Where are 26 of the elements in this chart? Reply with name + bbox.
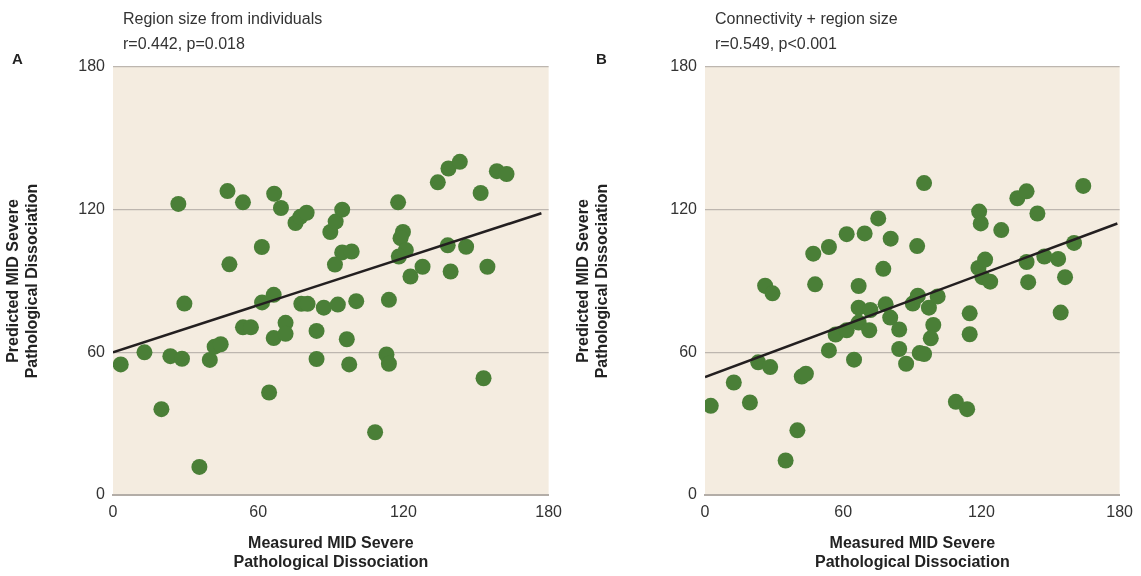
- y-tick-label: 60: [679, 342, 698, 360]
- x-axis-title: Measured MID Severe Pathological Dissociation: [814, 533, 1010, 570]
- y-tick-label: 180: [78, 57, 106, 75]
- y-axis-title: Predicted MID Severe Pathological Dissociation: [574, 183, 611, 379]
- x-tick-label: 180: [1106, 503, 1134, 521]
- y-tick-label: 120: [670, 200, 698, 218]
- x-tick-label: 180: [535, 503, 563, 521]
- y-tick-label: 0: [96, 485, 106, 503]
- chart-title: Region size from individuals: [123, 10, 323, 28]
- x-tick-label: 0: [108, 503, 118, 521]
- x-tick-label: 60: [249, 503, 268, 521]
- y-axis-title: Predicted MID Severe Pathological Dissociation: [4, 183, 41, 379]
- x-tick-label: 0: [700, 503, 710, 521]
- chart-subtitle: r=0.549, p<0.001: [715, 35, 837, 53]
- x-tick-label: 120: [390, 503, 417, 521]
- chart-title: Connectivity + region size: [715, 10, 898, 28]
- text: B: [596, 50, 607, 67]
- chart-subtitle: r=0.442, p=0.018: [123, 35, 245, 53]
- x-tick-label: 120: [968, 503, 995, 521]
- text: A: [12, 50, 23, 67]
- y-tick-label: 60: [87, 342, 106, 360]
- y-tick-label: 180: [670, 57, 698, 75]
- y-tick-label: 120: [78, 200, 106, 218]
- x-tick-label: 60: [834, 503, 853, 521]
- y-tick-label: 0: [688, 485, 698, 503]
- x-axis-title: Measured MID Severe Pathological Dissociation: [233, 533, 429, 570]
